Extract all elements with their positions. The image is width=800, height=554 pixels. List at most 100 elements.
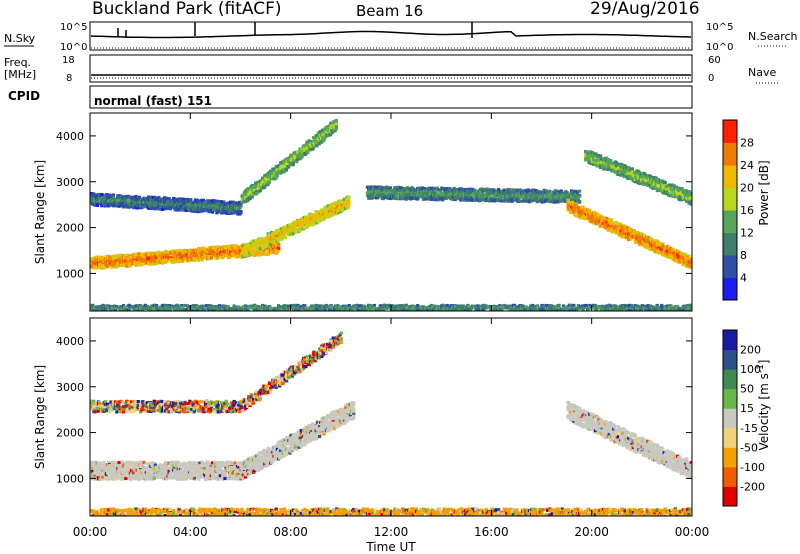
power-cell: [93, 203, 97, 207]
power-cell: [487, 195, 492, 199]
power-cell: [198, 247, 202, 251]
power-cell: [237, 254, 241, 258]
freq-panel: Freq. [MHz] Nave 18 8 60 0: [4, 54, 780, 84]
power-cell: [270, 172, 274, 176]
power-cell: [320, 214, 324, 218]
power-cell: [551, 196, 555, 200]
power-cell: [189, 255, 193, 259]
power-cell: [241, 244, 245, 248]
power-cell: [291, 163, 295, 167]
power-cell: [506, 196, 510, 200]
power-cell: [616, 229, 620, 233]
power-cell: [103, 266, 107, 270]
power-cell: [435, 186, 439, 190]
power-cell: [125, 264, 129, 268]
power-cell: [377, 194, 381, 198]
power-cell: [218, 255, 222, 259]
power-cell: [572, 211, 576, 215]
power-cell: [539, 197, 543, 201]
power-cell: [385, 185, 389, 189]
power-cell: [263, 185, 267, 189]
power-cell: [425, 189, 429, 193]
power-cell: [373, 185, 378, 189]
power-cell: [121, 205, 126, 209]
power-cell: [175, 208, 179, 212]
power-cell: [191, 248, 195, 252]
power-cell: [212, 246, 216, 250]
power-cell: [115, 265, 119, 269]
power-cell: [596, 212, 600, 216]
power-cell: [649, 237, 653, 241]
power-cell: [334, 122, 338, 126]
power-cell: [368, 190, 372, 194]
power-cell: [343, 206, 347, 210]
power-cell: [645, 238, 649, 242]
power-cell: [272, 167, 276, 171]
power-cell: [183, 257, 187, 261]
power-cell: [118, 196, 122, 200]
power-cell: [137, 252, 142, 256]
power-cell: [334, 119, 338, 123]
power-cell: [365, 185, 370, 189]
power-cell: [323, 136, 327, 140]
power-cell: [334, 126, 338, 130]
power-cell: [120, 203, 124, 207]
power-cell: [643, 234, 647, 238]
power-cell: [91, 259, 95, 263]
power-cell: [247, 192, 251, 196]
power-cell: [376, 196, 380, 200]
noise-search-label: N.Search: [748, 30, 798, 43]
power-cell: [95, 203, 99, 207]
power-cell: [525, 190, 529, 194]
power-cell: [329, 133, 333, 137]
power-cell: [111, 255, 115, 259]
power-cell: [258, 247, 262, 251]
power-cell: [546, 191, 550, 195]
power-cell: [137, 263, 142, 267]
power-cell: [246, 244, 250, 248]
power-cell: [139, 261, 143, 265]
power-cell: [119, 195, 123, 199]
power-cell: [205, 252, 209, 255]
power-cell: [247, 194, 251, 198]
power-cell: [574, 203, 578, 207]
power-cell: [158, 202, 162, 206]
power-cell: [189, 199, 193, 203]
power-cell: [92, 256, 96, 260]
power-cell: [243, 247, 248, 251]
power-cell: [198, 206, 202, 210]
power-cell: [157, 250, 161, 254]
power-cell: [298, 229, 302, 233]
power-cell: [475, 189, 479, 193]
power-cell: [108, 258, 112, 262]
power-cell: [125, 200, 129, 204]
power-cell: [180, 252, 184, 256]
power-cell: [197, 208, 201, 212]
power-cell: [200, 209, 204, 213]
power-cell: [331, 121, 335, 125]
power-cell: [296, 150, 300, 154]
power-cell: [556, 200, 560, 204]
power-cell: [149, 251, 153, 255]
power-cell: [277, 242, 281, 246]
power-cell: [624, 230, 628, 234]
power-data: [90, 119, 692, 311]
power-cell: [568, 198, 573, 201]
power-cell: [627, 238, 631, 242]
power-cell: [276, 238, 280, 242]
power-cell: [395, 197, 399, 201]
power-cell: [603, 216, 607, 220]
power-cell: [178, 254, 183, 258]
freq-tick-low: 8: [66, 73, 72, 84]
power-cell: [614, 221, 618, 225]
power-cell: [313, 222, 317, 226]
power-cell: [288, 223, 292, 227]
power-cell: [229, 200, 233, 204]
power-cell: [210, 210, 215, 214]
power-cell: [215, 257, 219, 261]
date-title: 29/Aug/2016: [590, 0, 700, 19]
power-cell: [576, 197, 580, 201]
power-cell: [213, 252, 217, 256]
power-cell: [188, 252, 192, 256]
power-cell: [513, 194, 517, 198]
